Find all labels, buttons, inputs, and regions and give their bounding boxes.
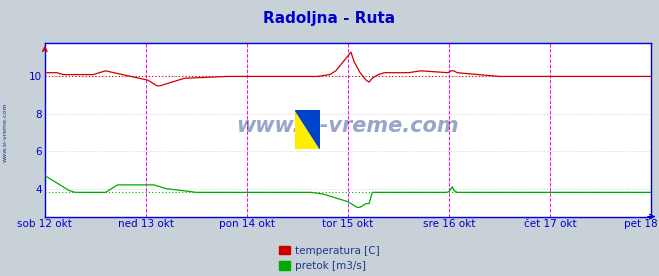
Text: www.si-vreme.com: www.si-vreme.com (3, 103, 8, 162)
Text: Radoljna - Ruta: Radoljna - Ruta (264, 11, 395, 26)
Text: www.si-vreme.com: www.si-vreme.com (237, 116, 459, 136)
Legend: temperatura [C], pretok [m3/s]: temperatura [C], pretok [m3/s] (279, 246, 380, 271)
Polygon shape (295, 110, 320, 149)
Polygon shape (295, 110, 320, 149)
